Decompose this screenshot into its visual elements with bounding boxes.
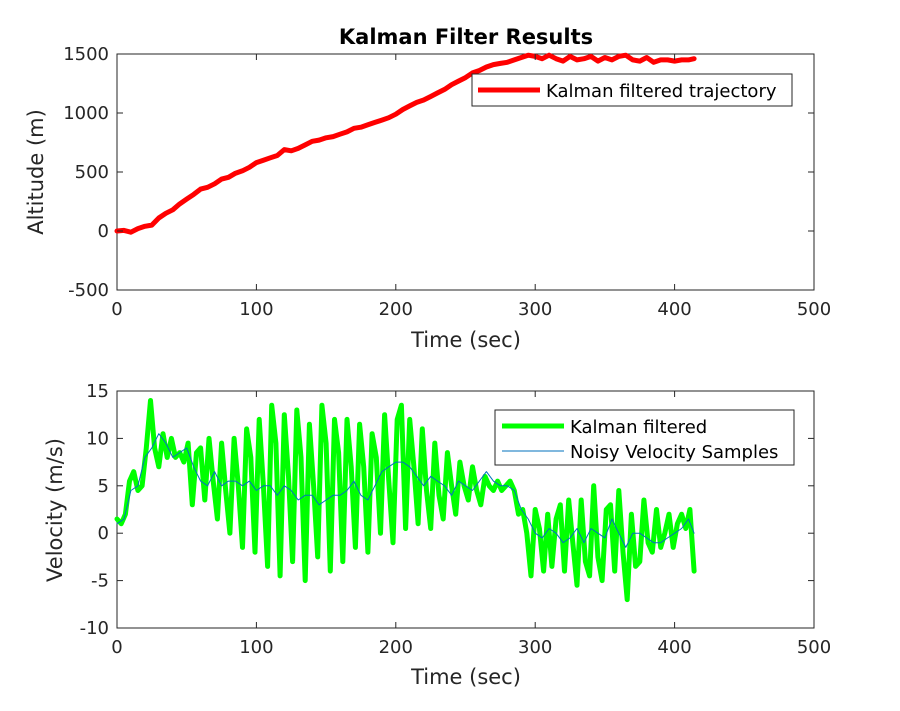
velocity-x-tick-label: 100 (239, 637, 273, 658)
altitude-y-tick-label: 1000 (63, 103, 109, 124)
velocity-subplot: 0 100 200 300 400 500 -10 -5 0 5 10 15 Time (sec) V… (43, 381, 831, 689)
altitude-y-tick-label: 500 (75, 162, 109, 183)
altitude-series-group (114, 52, 697, 235)
altitude-y-tick-label: 0 (98, 221, 109, 242)
velocity-legend-label-kalman: Kalman filtered (570, 417, 707, 438)
velocity-y-tick-label: 15 (86, 381, 109, 402)
velocity-y-tick-label: 10 (86, 428, 109, 449)
altitude-legend: Kalman filtered trajectory (471, 73, 793, 107)
velocity-series-line-0 (114, 398, 697, 603)
velocity-x-tick-label: 500 (797, 637, 831, 658)
velocity-y-tick-label: -10 (80, 618, 109, 639)
velocity-x-axis-label: Time (sec) (410, 665, 521, 689)
altitude-x-tick-label: 500 (797, 299, 831, 320)
altitude-legend-label: Kalman filtered trajectory (546, 81, 777, 102)
velocity-x-tick-label: 400 (657, 637, 691, 658)
altitude-x-tick-label: 400 (657, 299, 691, 320)
altitude-y-tick-label: -500 (68, 280, 109, 301)
velocity-y-tick-label: 5 (98, 476, 109, 497)
altitude-series-line-0 (114, 52, 697, 235)
altitude-x-axis-label: Time (sec) (410, 328, 521, 352)
velocity-x-tick-label: 0 (111, 637, 122, 658)
velocity-legend-label-noisy: Noisy Velocity Samples (570, 442, 778, 463)
altitude-y-tick-label: 1500 (63, 44, 109, 65)
altitude-x-tick-label: 100 (239, 299, 273, 320)
altitude-chart-title: Kalman Filter Results (339, 25, 593, 49)
altitude-y-axis-label: Altitude (m) (24, 109, 48, 235)
velocity-series-group (114, 398, 697, 603)
velocity-legend-box (494, 409, 795, 466)
altitude-x-tick-label: 200 (379, 299, 413, 320)
velocity-legend: Kalman filtered Noisy Velocity Samples (494, 409, 795, 466)
velocity-y-tick-label: 0 (98, 523, 109, 544)
altitude-x-tick-label: 300 (518, 299, 552, 320)
velocity-x-tick-label: 200 (379, 637, 413, 658)
altitude-subplot: Kalman Filter Results 0 100 200 300 400 500 -5… (24, 25, 831, 352)
velocity-series-line-1 (116, 433, 695, 548)
velocity-y-tick-label: -5 (91, 571, 109, 592)
altitude-x-tick-label: 0 (111, 299, 122, 320)
velocity-tick-group: 0 100 200 300 400 500 -10 -5 0 5 10 15 (80, 381, 832, 658)
velocity-x-tick-label: 300 (518, 637, 552, 658)
velocity-y-axis-label: Velocity (m/s) (43, 438, 67, 582)
